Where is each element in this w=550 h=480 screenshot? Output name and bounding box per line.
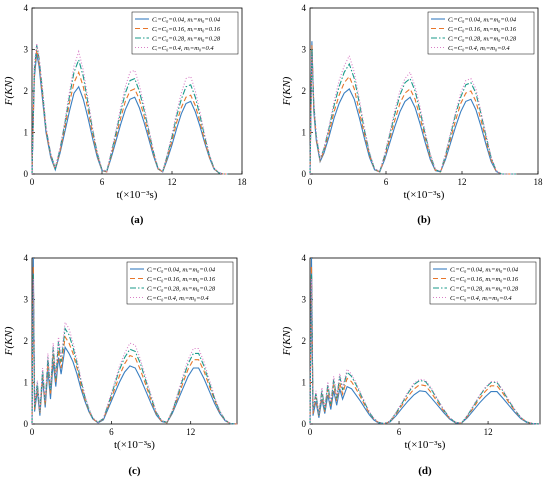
y-tick-label: 0 [24, 419, 29, 429]
x-tick-label: 6 [384, 177, 389, 187]
series-line-2 [309, 45, 517, 175]
legend-entry: Cᵢ=C₀=0.4, mᵢ=m₀=0.4 [147, 295, 209, 302]
series-line-1 [309, 257, 541, 425]
y-tick-label: 2 [24, 86, 29, 96]
legend: Cᵢ=C₀=0.04, mᵢ=m₀=0.04 Cᵢ=C₀=0.16, mᵢ=m₀=… [427, 11, 535, 55]
y-tick-label: 1 [302, 128, 307, 138]
panel-label: (a) [131, 214, 144, 226]
series-line-1 [309, 41, 517, 175]
y-tick-label: 3 [302, 45, 307, 55]
legend-entry: Cᵢ=C₀=0.16, mᵢ=m₀=0.16 [152, 26, 221, 33]
series-line-4 [31, 278, 238, 425]
y-tick-label: 2 [302, 86, 307, 96]
legend-entry: Cᵢ=C₀=0.04, mᵢ=m₀=0.04 [448, 16, 517, 23]
legend-box [427, 11, 535, 55]
series-line-3 [31, 45, 228, 175]
legend-entry: Cᵢ=C₀=0.4, mᵢ=m₀=0.4 [448, 45, 510, 52]
legend-entry: Cᵢ=C₀=0.16, mᵢ=m₀=0.16 [450, 276, 519, 283]
y-tick-label: 0 [24, 169, 29, 179]
legend-entry: Cᵢ=C₀=0.04, mᵢ=m₀=0.04 [152, 16, 221, 23]
legend-entry: Cᵢ=C₀=0.28, mᵢ=m₀=0.28 [448, 35, 517, 42]
y-axis-label: F(KN) [3, 326, 15, 356]
legend-entry: Cᵢ=C₀=0.16, mᵢ=m₀=0.16 [448, 26, 517, 33]
x-tick-label: 12 [168, 177, 177, 187]
y-tick-label: 4 [24, 253, 29, 263]
x-tick-label: 6 [100, 177, 105, 187]
y-tick-label: 3 [302, 295, 307, 305]
series-line-4 [309, 53, 517, 175]
panel-label: (c) [128, 465, 141, 477]
legend: Cᵢ=C₀=0.04, mᵢ=m₀=0.04 Cᵢ=C₀=0.16, mᵢ=m₀=… [126, 261, 234, 305]
y-tick-label: 2 [302, 336, 307, 346]
y-axis-label: F(KN) [281, 76, 293, 106]
y-tick-label: 4 [302, 253, 307, 263]
x-tick-label: 12 [458, 177, 467, 187]
y-tick-label: 1 [24, 128, 29, 138]
y-tick-label: 3 [24, 45, 29, 55]
y-tick-label: 0 [302, 419, 307, 429]
y-tick-label: 1 [24, 378, 29, 388]
x-tick-label: 6 [397, 427, 402, 437]
series-line-3 [309, 49, 517, 175]
x-axis-label: t(×10⁻³s) [114, 439, 155, 451]
legend-box [131, 11, 239, 55]
x-tick-label: 18 [534, 177, 544, 187]
legend-box [429, 261, 537, 305]
x-tick-label: 0 [308, 177, 313, 187]
legend-entry: Cᵢ=C₀=0.04, mᵢ=m₀=0.04 [450, 266, 519, 273]
x-tick-label: 0 [308, 427, 313, 437]
y-tick-label: 4 [24, 3, 29, 13]
x-tick-label: 12 [484, 427, 493, 437]
legend: Cᵢ=C₀=0.04, mᵢ=m₀=0.04 Cᵢ=C₀=0.16, mᵢ=m₀=… [429, 261, 537, 305]
x-tick-label: 0 [30, 177, 35, 187]
x-tick-label: 6 [109, 427, 114, 437]
panel-label: (b) [417, 214, 431, 226]
y-axis-label: F(KN) [281, 326, 293, 356]
y-tick-label: 3 [24, 295, 29, 305]
legend-entry: Cᵢ=C₀=0.04, mᵢ=m₀=0.04 [147, 266, 216, 273]
legend-entry: Cᵢ=C₀=0.16, mᵢ=m₀=0.16 [147, 276, 216, 283]
legend-entry: Cᵢ=C₀=0.28, mᵢ=m₀=0.28 [152, 35, 221, 42]
x-axis-label: t(×10⁻³s) [117, 189, 158, 201]
series-line-2 [31, 49, 228, 175]
legend-entry: Cᵢ=C₀=0.28, mᵢ=m₀=0.28 [147, 285, 216, 292]
y-tick-label: 0 [302, 169, 307, 179]
legend: Cᵢ=C₀=0.04, mᵢ=m₀=0.04 Cᵢ=C₀=0.16, mᵢ=m₀=… [131, 11, 239, 55]
legend-entry: Cᵢ=C₀=0.4, mᵢ=m₀=0.4 [450, 295, 512, 302]
y-tick-label: 2 [24, 336, 29, 346]
series-line-1 [31, 257, 238, 425]
x-tick-label: 12 [186, 427, 195, 437]
y-tick-label: 1 [302, 378, 307, 388]
legend-entry: Cᵢ=C₀=0.4, mᵢ=m₀=0.4 [152, 45, 214, 52]
x-axis-label: t(×10⁻³s) [405, 439, 446, 451]
panel-label: (d) [418, 465, 432, 477]
x-tick-label: 18 [238, 177, 248, 187]
legend-entry: Cᵢ=C₀=0.28, mᵢ=m₀=0.28 [450, 285, 519, 292]
series-line-4 [31, 43, 228, 175]
y-axis-label: F(KN) [3, 76, 15, 106]
x-tick-label: 0 [30, 427, 35, 437]
y-tick-label: 4 [302, 3, 307, 13]
legend-box [126, 261, 234, 305]
x-axis-label: t(×10⁻³s) [404, 189, 445, 201]
